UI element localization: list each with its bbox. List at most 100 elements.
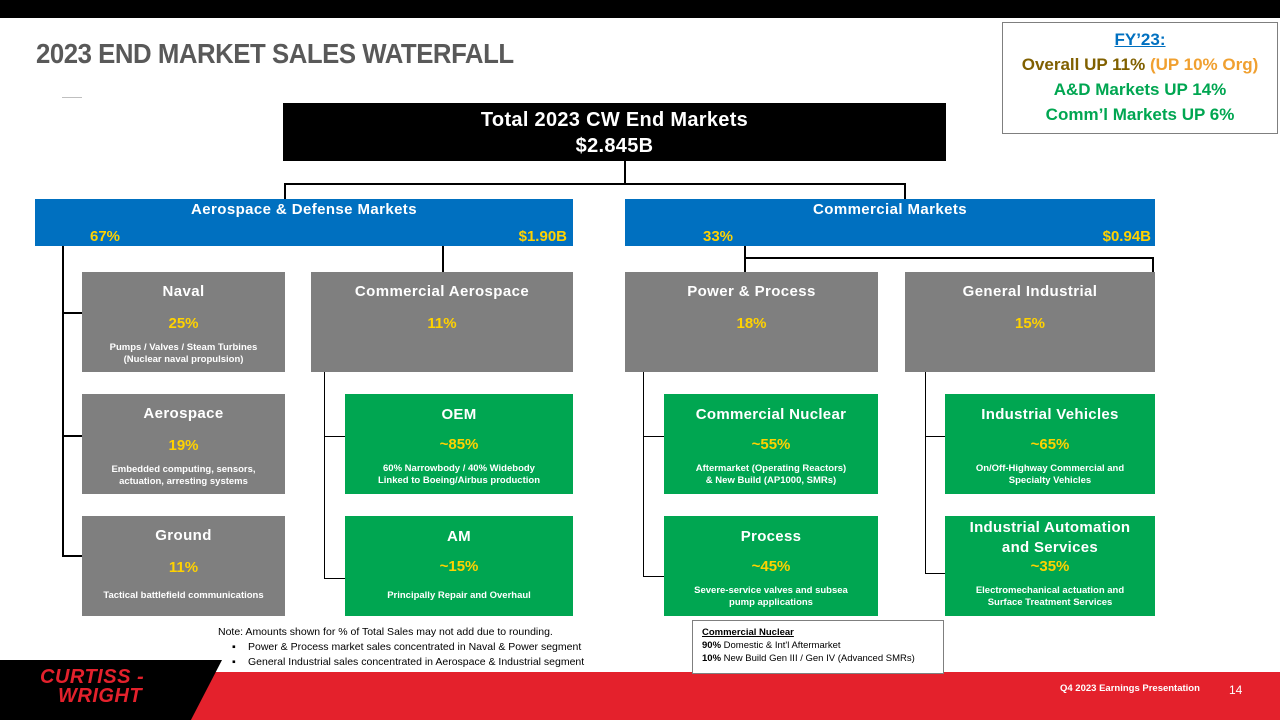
segment-naval: Naval 25% Pumps / Valves / Steam Turbine… (82, 272, 285, 372)
note-text: Domestic & Int'l Aftermarket (721, 640, 841, 651)
fy23-organic-text: (UP 10% Org) (1149, 55, 1259, 74)
page-number: 14 (1229, 683, 1243, 697)
commercial-markets-box: Commercial Markets 33% $0.94B (625, 199, 1155, 246)
subsegment-pct: ~55% (751, 436, 791, 453)
fy23-ad-markets: A&D Markets UP 14% (1053, 80, 1227, 99)
subsegment-name: AM (447, 528, 471, 545)
ad-markets-label: Aerospace & Defense Markets (191, 201, 417, 218)
footnote-text: Power & Process market sales concentrate… (248, 641, 582, 653)
segment-desc: Tactical battlefield communications (103, 590, 264, 601)
subsegment-desc: Severe-service valves and subsea pump ap… (694, 585, 848, 608)
subsegment-process: Process ~45% Severe-service valves and s… (664, 516, 878, 616)
subsegment-pct: ~45% (751, 558, 791, 575)
segment-name: Aerospace (143, 405, 224, 422)
subsegment-name: Industrial Vehicles (981, 406, 1119, 423)
subsegment-pct: ~35% (1030, 558, 1070, 575)
connector-line (62, 555, 82, 557)
subsegment-pct: ~85% (439, 436, 479, 453)
note-pct: 90% (702, 640, 722, 651)
subsegment-desc: Principally Repair and Overhaul (387, 590, 531, 601)
subsegment-name: Process (740, 528, 802, 545)
subsegment-desc: Aftermarket (Operating Reactors) & New B… (695, 463, 847, 486)
bullet-icon: ▪ (232, 641, 236, 653)
segment-pct: 19% (168, 437, 199, 454)
segment-pct: 11% (427, 315, 457, 332)
title-underline (62, 97, 82, 98)
connector-line (643, 576, 664, 577)
connector-line (925, 573, 945, 574)
subsegment-commercial-nuclear: Commercial Nuclear ~55% Aftermarket (Ope… (664, 394, 878, 494)
segment-aerospace: Aerospace 19% Embedded computing, sensor… (82, 394, 285, 494)
subsegment-industrial-automation: Industrial Automation and Services ~35% … (945, 516, 1155, 616)
connector-line (643, 372, 644, 577)
subsegment-name: OEM (441, 406, 477, 423)
segment-name: Ground (155, 527, 212, 544)
connector-line (324, 436, 345, 437)
subsegment-oem: OEM ~85% 60% Narrowbody / 40% Widebody L… (345, 394, 573, 494)
segment-name: Naval (162, 283, 205, 300)
connector-line (904, 183, 906, 199)
segment-pct: 11% (168, 559, 199, 576)
segment-name: Commercial Aerospace (354, 283, 530, 300)
connector-line (284, 183, 286, 199)
footnote-rounding: Note: Amounts shown for % of Total Sales… (218, 626, 553, 638)
note-text: New Build Gen III / Gen IV (Advanced SMR… (721, 653, 915, 664)
segment-desc: Pumps / Valves / Steam Turbines (Nuclear… (109, 342, 258, 365)
connector-line (284, 183, 906, 185)
footnote-text: General Industrial sales concentrated in… (248, 656, 585, 668)
ad-markets-amount: $1.90B (518, 228, 567, 245)
segment-ground: Ground 11% Tactical battlefield communic… (82, 516, 285, 616)
ad-markets-box: Aerospace & Defense Markets 67% $1.90B (35, 199, 573, 246)
logo-line-2: WRIGHT (58, 685, 143, 707)
bullet-icon: ▪ (232, 656, 236, 668)
subsegment-desc: On/Off-Highway Commercial and Specialty … (975, 463, 1125, 486)
commercial-markets-pct: 33% (703, 228, 734, 245)
connector-line (643, 436, 664, 437)
commercial-nuclear-note-box: Commercial Nuclear 90% Domestic & Int'l … (692, 620, 944, 674)
note-pct: 10% (702, 653, 722, 664)
connector-line (62, 435, 82, 437)
logo-line-1: CURTISS - (40, 666, 145, 688)
connector-line (324, 578, 345, 579)
fy23-comm-markets: Comm’l Markets UP 6% (1045, 105, 1235, 124)
logo-background (0, 660, 222, 720)
segment-name: General Industrial (962, 283, 1098, 300)
segment-general-industrial: General Industrial 15% (905, 272, 1155, 372)
total-end-markets-box: Total 2023 CW End Markets $2.845B (283, 103, 946, 161)
connector-line (925, 372, 926, 574)
connector-line (1152, 257, 1154, 272)
footnote-bullet-2: ▪ General Industrial sales concentrated i… (218, 655, 584, 670)
subsegment-am: AM ~15% Principally Repair and Overhaul (345, 516, 573, 616)
subsegment-name: Commercial Nuclear (695, 406, 847, 423)
connector-line (624, 161, 626, 184)
footnote-bullet-1: ▪ Power & Process market sales concentrat… (218, 640, 584, 655)
subsegment-name: Industrial Automation and Services (969, 519, 1131, 556)
commercial-nuclear-note-row: 90% Domestic & Int'l Aftermarket (702, 639, 943, 652)
segment-pct: 15% (1014, 315, 1046, 332)
total-value: $2.845B (575, 135, 654, 157)
fy23-overall-text: Overall UP 11% (1021, 55, 1150, 74)
segment-commercial-aerospace: Commercial Aerospace 11% (311, 272, 573, 372)
fy23-overall: Overall UP 11% (UP 10% Org) (1003, 52, 1277, 77)
connector-line (442, 246, 444, 272)
footnotes: Note: Amounts shown for % of Total Sales… (218, 625, 584, 670)
subsegment-desc: Electromechanical actuation and Surface … (975, 585, 1125, 608)
page-title: 2023 END MARKET SALES WATERFALL (36, 38, 514, 69)
commercial-markets-amount: $0.94B (1102, 228, 1151, 245)
presentation-footer: Q4 2023 Earnings Presentation (1060, 683, 1200, 694)
commercial-markets-label: Commercial Markets (813, 201, 967, 218)
connector-line (744, 246, 746, 258)
fy23-summary-box: FY’23: Overall UP 11% (UP 10% Org) A&D M… (1002, 22, 1278, 134)
ad-markets-pct: 67% (90, 228, 121, 245)
segment-name: Power & Process (687, 283, 816, 300)
top-bar (0, 0, 1280, 18)
subsegment-pct: ~15% (439, 558, 479, 575)
connector-line (324, 372, 325, 579)
curtiss-wright-logo: CURTISS - WRIGHT (40, 666, 145, 707)
segment-pct: 18% (736, 315, 767, 332)
connector-line (744, 257, 746, 272)
subsegment-pct: ~65% (1030, 436, 1070, 453)
connector-line (62, 312, 82, 314)
connector-line (925, 436, 945, 437)
segment-pct: 25% (168, 315, 199, 332)
